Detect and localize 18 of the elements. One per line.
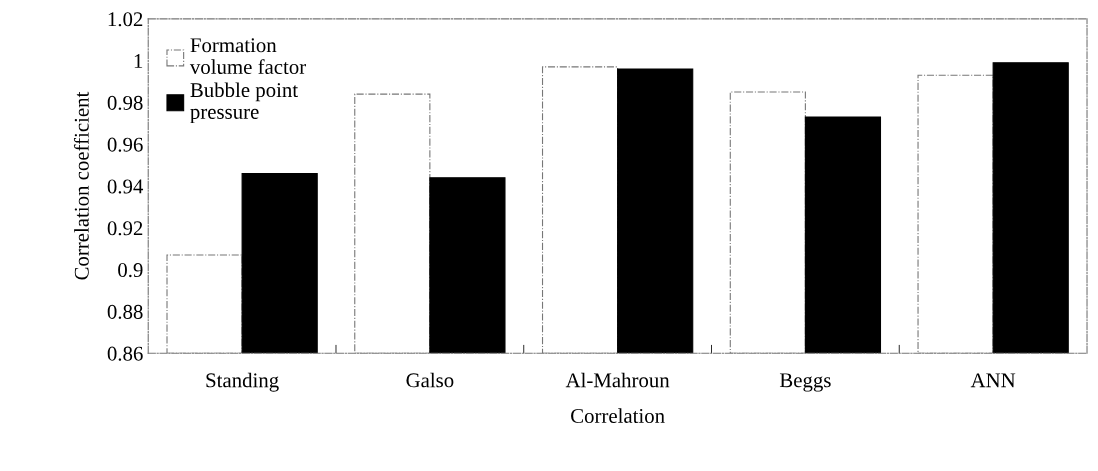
x-axis-title: Correlation xyxy=(571,408,665,423)
y-tick-label: 0.98 xyxy=(107,95,143,110)
y-tick-label: 0.96 xyxy=(107,137,143,152)
x-tick-label: Standing xyxy=(206,372,279,392)
y-tick-label: 1 xyxy=(134,54,143,68)
y-axis-title: Correlation coefficient xyxy=(73,91,89,280)
x-tick-label: Beggs xyxy=(779,373,831,392)
y-tick-label: 0.92 xyxy=(107,221,143,236)
x-tick-label: Galso xyxy=(406,372,454,388)
legend-label: Formation volume factor xyxy=(189,38,306,75)
x-tick-label: ANN xyxy=(970,373,1016,388)
legend-label: Bubble point pressure xyxy=(190,82,298,124)
x-tick-label: Al-Mahroun xyxy=(565,372,670,388)
y-tick-label: 1.02 xyxy=(108,12,143,27)
y-tick-label: 0.94 xyxy=(107,179,144,194)
y-tick-label: 0.86 xyxy=(107,346,143,361)
y-tick-label: 0.88 xyxy=(107,304,143,319)
y-tick-label: 0.9 xyxy=(118,263,143,278)
